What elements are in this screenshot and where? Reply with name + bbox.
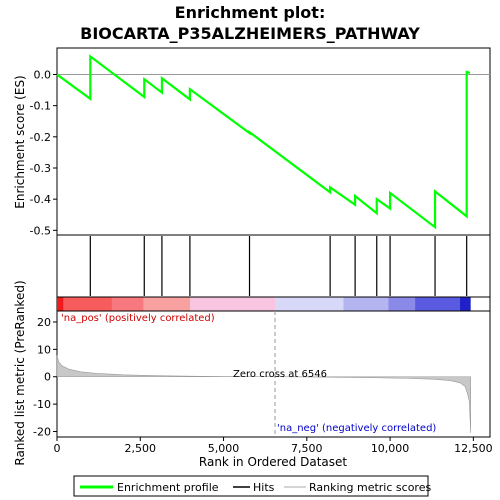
legend: Enrichment profile Hits Ranking metric s… xyxy=(73,475,431,497)
es-y-tick-label-0: 0.0 xyxy=(34,68,52,81)
metric-y-tick-label-0: 20 xyxy=(37,316,51,329)
colorbar-segment-2 xyxy=(111,297,144,311)
x-tick-label-0: 0 xyxy=(54,442,61,455)
es-y-tick-label-4: -0.4 xyxy=(30,193,51,206)
x-tick-label-3: 7,500 xyxy=(291,442,323,455)
metric-y-tick-label-2: 0 xyxy=(44,371,51,384)
ranking-metric-area xyxy=(56,355,471,433)
colorbar-segment-0 xyxy=(57,297,64,311)
x-tick-label-2: 5,000 xyxy=(208,442,240,455)
pos-correlated-label: 'na_pos' (positively correlated) xyxy=(61,313,215,324)
metric-y-tick-label-4: -20 xyxy=(33,426,51,439)
legend-enrichment-label: Enrichment profile xyxy=(117,481,219,494)
x-tick-label-4: 10,000 xyxy=(371,442,410,455)
x-axis-label: Rank in Ordered Dataset xyxy=(199,455,347,469)
es-y-tick-label-5: -0.5 xyxy=(30,224,51,237)
chart-title-line1: Enrichment plot: xyxy=(175,3,326,22)
hits-panel xyxy=(56,234,491,298)
neg-correlated-label: 'na_neg' (negatively correlated) xyxy=(277,423,436,434)
colorbar-segment-8 xyxy=(415,297,461,311)
colorbar-segment-1 xyxy=(63,297,112,311)
es-y-axis-label: Enrichment score (ES) xyxy=(13,75,27,208)
colorbar-segment-9 xyxy=(460,297,471,311)
x-tick-label-5: 12,500 xyxy=(454,442,493,455)
metric-y-tick-label-3: -10 xyxy=(33,398,51,411)
es-panel xyxy=(56,47,491,236)
colorbar-segment-4 xyxy=(190,297,276,311)
colorbar-segment-6 xyxy=(343,297,389,311)
enrichment-profile-line xyxy=(56,54,471,230)
colorbar-layer xyxy=(57,297,471,311)
colorbar-segment-5 xyxy=(275,297,344,311)
metric-layer xyxy=(56,311,471,437)
metric-y-axis-label: Ranked list metric (PreRanked) xyxy=(13,280,27,465)
chart-title-line2: BIOCARTA_P35ALZHEIMERS_PATHWAY xyxy=(80,24,420,43)
es-y-tick-label-1: -0.1 xyxy=(30,100,51,113)
legend-hits-label: Hits xyxy=(253,481,275,494)
es-layer xyxy=(56,54,490,230)
es-y-tick-label-3: -0.3 xyxy=(30,162,51,175)
es-y-tick-label-2: -0.2 xyxy=(30,131,51,144)
colorbar-segment-7 xyxy=(388,297,416,311)
legend-metric-label: Ranking metric scores xyxy=(309,481,431,494)
colorbar-segment-3 xyxy=(143,297,191,311)
x-tick-label-1: 2,500 xyxy=(125,442,157,455)
metric-y-tick-label-1: 10 xyxy=(37,343,51,356)
hits-layer xyxy=(89,236,468,296)
legend-box xyxy=(73,475,429,497)
zero-cross-label: Zero cross at 6546 xyxy=(233,369,327,380)
